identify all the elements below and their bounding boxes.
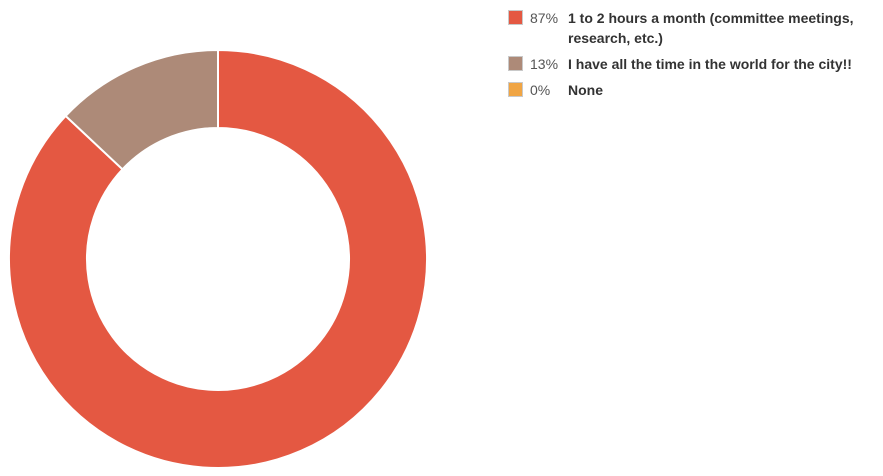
donut-slice-all-the-time[interactable] — [64, 49, 219, 171]
donut-chart — [8, 49, 428, 469]
legend-label-all-the-time: I have all the time in the world for the… — [568, 56, 852, 72]
chart-legend: 87% 1 to 2 hours a month (committee meet… — [508, 8, 880, 106]
donut-slice-1-to-2-hours[interactable] — [8, 49, 428, 469]
legend-item-none[interactable]: 0% None — [508, 80, 880, 100]
legend-label-none: None — [568, 82, 603, 98]
legend-swatch-all-the-time — [508, 56, 523, 71]
legend-label-1-to-2-hours: 1 to 2 hours a month (committee meetings… — [568, 10, 854, 46]
legend-item-1-to-2-hours[interactable]: 87% 1 to 2 hours a month (committee meet… — [508, 8, 880, 48]
legend-percent-none: 0% — [530, 82, 551, 98]
legend-percent-all-the-time: 13% — [530, 56, 559, 72]
legend-item-all-the-time[interactable]: 13% I have all the time in the world for… — [508, 54, 880, 74]
legend-percent-1-to-2-hours: 87% — [530, 10, 559, 26]
legend-swatch-1-to-2-hours — [508, 10, 523, 25]
legend-swatch-none — [508, 82, 523, 97]
